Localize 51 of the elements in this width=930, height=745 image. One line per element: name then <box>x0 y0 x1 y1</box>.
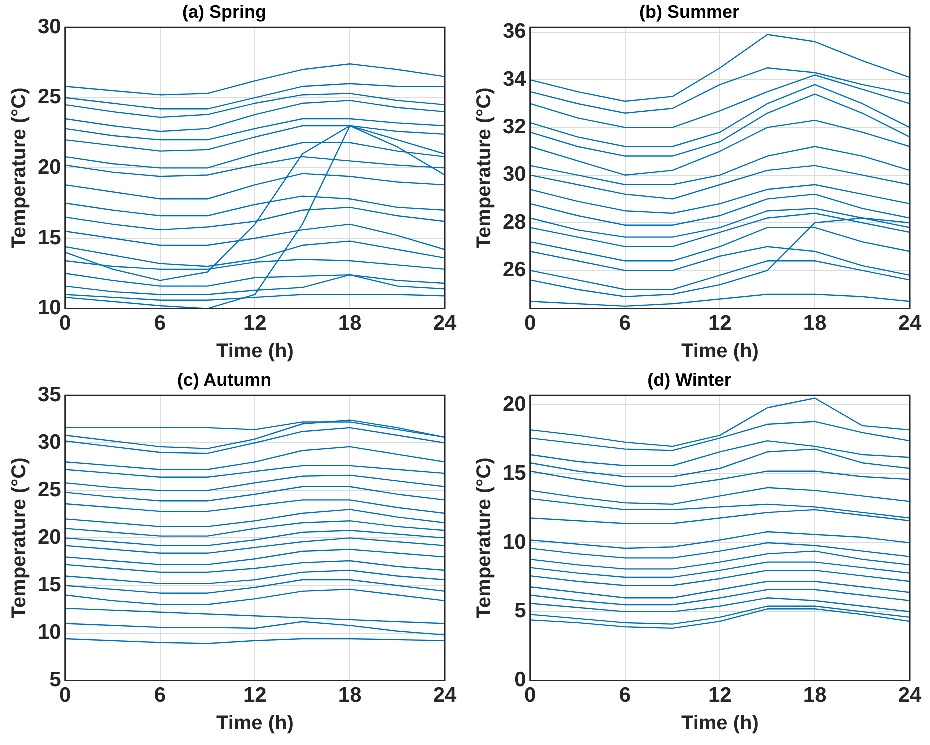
x-tick-label: 24 <box>898 312 922 336</box>
y-tick-label: 5 <box>514 600 527 623</box>
chart-title: (c) Autumn <box>177 370 272 390</box>
x-tick-label: 6 <box>154 312 166 336</box>
x-tick-label: 12 <box>708 684 732 708</box>
y-axis-title: Temperature (°C) <box>8 88 31 249</box>
y-tick-label: 34 <box>503 68 527 91</box>
x-tick-label: 24 <box>433 312 457 336</box>
x-tick-label: 12 <box>708 312 732 336</box>
y-axis-title: Temperature (°C) <box>8 458 31 619</box>
y-tick-label: 15 <box>38 226 62 250</box>
x-tick-label: 6 <box>619 312 632 336</box>
y-tick-label: 28 <box>503 210 527 234</box>
y-tick-label: 10 <box>38 621 62 644</box>
y-tick-label: 36 <box>503 20 526 44</box>
x-tick-label: 6 <box>154 684 166 708</box>
y-tick-label: 20 <box>38 156 62 179</box>
y-tick-label: 25 <box>38 478 62 502</box>
x-tick-label: 12 <box>244 684 267 708</box>
x-axis-title: Time (h) <box>681 712 759 735</box>
y-tick-label: 10 <box>38 296 62 320</box>
y-tick-label: 30 <box>38 430 62 454</box>
x-tick-label: 6 <box>619 684 632 708</box>
y-tick-label: 10 <box>503 530 526 554</box>
x-tick-label: 18 <box>803 684 828 708</box>
y-tick-label: 0 <box>514 668 526 692</box>
y-tick-label: 5 <box>50 668 62 692</box>
x-tick-label: 18 <box>338 312 362 336</box>
y-tick-label: 20 <box>38 526 62 549</box>
y-tick-label: 20 <box>503 393 526 416</box>
y-axis-title: Temperature (°C) <box>474 88 496 249</box>
y-tick-label: 25 <box>38 86 62 109</box>
x-axis-title: Time (h) <box>216 712 294 735</box>
y-axis-title: Temperature (°C) <box>474 458 496 619</box>
y-tick-label: 15 <box>503 462 527 485</box>
x-tick-label: 24 <box>433 684 457 708</box>
y-tick-label: 26 <box>503 258 526 282</box>
y-tick-label: 15 <box>38 574 62 597</box>
x-axis-title: Time (h) <box>681 340 759 363</box>
chart-title: (d) Winter <box>648 370 732 390</box>
x-axis-title: Time (h) <box>216 340 294 363</box>
chart-title: (a) Spring <box>182 2 266 22</box>
y-tick-label: 30 <box>38 15 62 38</box>
y-tick-label: 30 <box>503 163 526 186</box>
x-tick-label: 24 <box>898 684 922 708</box>
chart-title: (b) Summer <box>639 2 740 22</box>
x-tick-label: 18 <box>338 684 362 708</box>
x-tick-label: 18 <box>803 312 828 336</box>
y-tick-label: 32 <box>503 115 526 138</box>
x-tick-label: 12 <box>244 312 267 336</box>
y-tick-label: 35 <box>38 383 62 406</box>
